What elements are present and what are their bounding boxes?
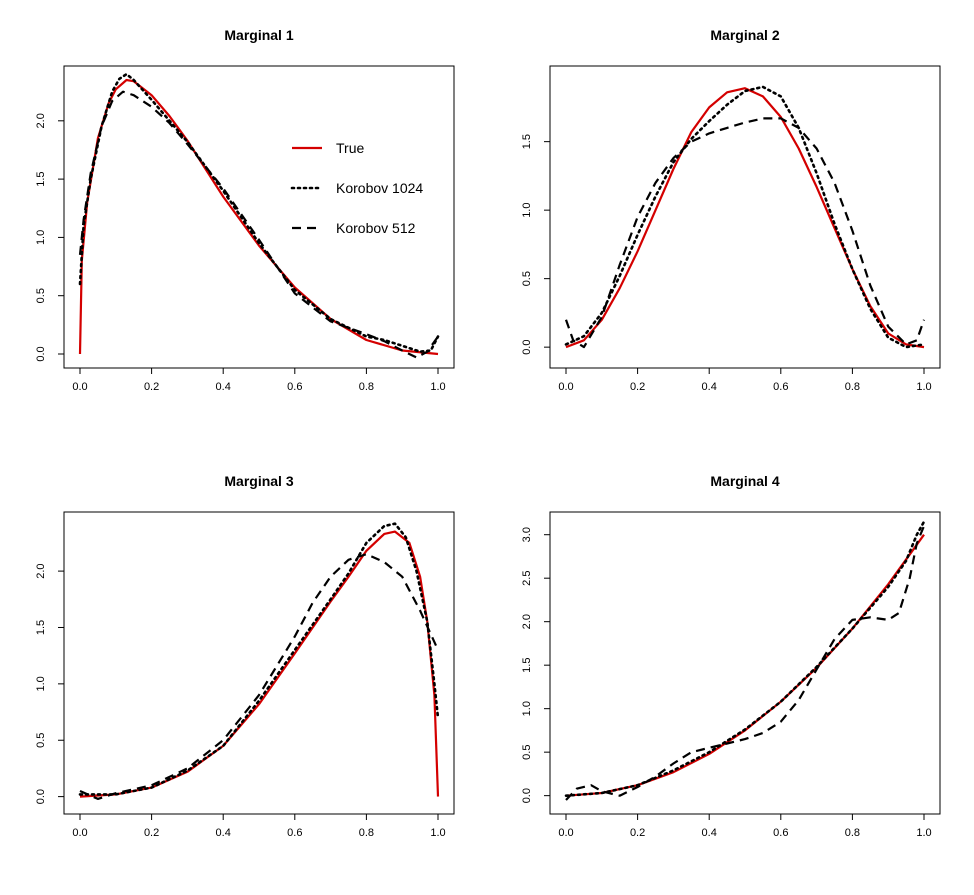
panel-1-x-axis: 0.0 0.2 0.4 0.6 0.8 1.0 — [72, 368, 446, 393]
panel-3-y-tick-label-1-5: 1.5 — [35, 620, 47, 635]
panel-3-series-korobov-512 — [79, 553, 440, 800]
panel-4-y-tick-label-1-0: 1.0 — [521, 701, 533, 716]
panel-1-x-tick-label-0-2: 0.2 — [144, 381, 159, 393]
panel-1-series-korobov-512 — [78, 90, 439, 359]
panel-1-y-tick-label-0-0: 0.0 — [35, 346, 47, 361]
panel-3-y-tick-label-0-5: 0.5 — [35, 733, 47, 748]
panel-2-x-tick-label-0-6: 0.6 — [773, 381, 788, 393]
panel-4-series-korobov-1024 — [564, 520, 926, 797]
panel-1-legend: True Korobov 1024 Korobov 512 — [290, 140, 423, 236]
panel-1-x-tick-label-0-6: 0.6 — [287, 381, 302, 393]
panel-1-series — [78, 72, 440, 359]
panel-3-title: Marginal 3 — [224, 473, 293, 489]
panel-1: Marginal 1 0.0 0.2 0.4 0.6 0.8 1.0 0.0 0.5 1.0 1.5… — [35, 27, 455, 393]
panel-2-x-tick-label-0-8: 0.8 — [845, 381, 860, 393]
panel-1-y-axis: 0.0 0.5 1.0 1.5 2.0 — [35, 113, 64, 362]
panel-1-frame — [63, 65, 455, 369]
panel-4-x-tick-label-0-2: 0.2 — [630, 827, 645, 839]
panel-3-x-tick-label-0-4: 0.4 — [216, 827, 231, 839]
panel-2-y-tick-label-0-0: 0.0 — [521, 340, 533, 355]
legend-label-true: True — [336, 140, 364, 156]
panel-4: Marginal 4 0.0 0.2 0.4 0.6 0.8 1.0 0.0 0.5 1.0 1.5… — [521, 473, 941, 839]
panel-4-series — [564, 520, 926, 801]
panel-2-x-tick-label-0-4: 0.4 — [702, 381, 717, 393]
panel-4-y-tick-label-0-5: 0.5 — [521, 745, 533, 760]
panel-2-title: Marginal 2 — [710, 27, 779, 43]
panel-4-y-tick-label-3-0: 3.0 — [521, 527, 533, 542]
panel-4-y-tick-label-2-0: 2.0 — [521, 614, 533, 629]
panel-1-y-tick-label-0-5: 0.5 — [35, 288, 47, 303]
panel-2-series-korobov-512 — [564, 117, 926, 349]
panel-4-y-axis: 0.0 0.5 1.0 1.5 2.0 2.5 3.0 — [521, 527, 550, 803]
panel-4-y-tick-label-2-5: 2.5 — [521, 571, 533, 586]
panel-4-x-tick-label-0-0: 0.0 — [558, 827, 573, 839]
panel-3-x-tick-label-0-0: 0.0 — [72, 827, 87, 839]
panel-2-y-tick-label-0-5: 0.5 — [521, 271, 533, 286]
panel-2-y-tick-label-1-0: 1.0 — [521, 203, 533, 218]
panel-4-x-tick-label-0-6: 0.6 — [773, 827, 788, 839]
panel-4-x-tick-label-1-0: 1.0 — [916, 827, 931, 839]
panel-3-x-tick-label-0-6: 0.6 — [287, 827, 302, 839]
panel-3-x-tick-label-1-0: 1.0 — [430, 827, 445, 839]
panel-4-x-axis: 0.0 0.2 0.4 0.6 0.8 1.0 — [558, 814, 932, 839]
panel-3-series — [78, 522, 440, 800]
panel-1-y-tick-label-1-0: 1.0 — [35, 230, 47, 245]
panel-3-x-tick-label-0-2: 0.2 — [144, 827, 159, 839]
panel-3-x-axis: 0.0 0.2 0.4 0.6 0.8 1.0 — [72, 814, 446, 839]
panel-3-x-tick-label-0-8: 0.8 — [359, 827, 374, 839]
panel-4-title: Marginal 4 — [710, 473, 779, 489]
panel-4-y-tick-label-0-0: 0.0 — [521, 788, 533, 803]
panel-1-y-tick-label-1-5: 1.5 — [35, 171, 47, 186]
panel-3-series-korobov-1024 — [78, 522, 440, 796]
panel-2: Marginal 2 0.0 0.2 0.4 0.6 0.8 1.0 0.0 0.5 1.0 1.5 — [521, 27, 941, 393]
panel-4-y-tick-label-1-5: 1.5 — [521, 658, 533, 673]
panel-3-frame — [63, 511, 455, 815]
panel-2-series-korobov-1024 — [564, 85, 926, 349]
panel-3: Marginal 3 0.0 0.2 0.4 0.6 0.8 1.0 0.0 0.5 1.0 1.5… — [35, 473, 455, 839]
panel-1-x-tick-label-0-8: 0.8 — [359, 381, 374, 393]
legend-label-korobov-512: Korobov 512 — [336, 220, 416, 236]
panel-1-x-tick-label-0-4: 0.4 — [216, 381, 231, 393]
panel-4-frame — [549, 511, 941, 815]
panel-2-x-tick-label-0-2: 0.2 — [630, 381, 645, 393]
panel-1-x-tick-label-0-0: 0.0 — [72, 381, 87, 393]
panel-2-frame — [549, 65, 941, 369]
panel-2-series — [564, 85, 926, 349]
panel-3-y-tick-label-0-0: 0.0 — [35, 789, 47, 804]
panel-2-x-tick-label-1-0: 1.0 — [916, 381, 931, 393]
panel-4-x-tick-label-0-4: 0.4 — [702, 827, 717, 839]
panel-3-y-axis: 0.0 0.5 1.0 1.5 2.0 — [35, 563, 64, 804]
panel-1-y-tick-label-2-0: 2.0 — [35, 113, 47, 128]
panel-2-y-axis: 0.0 0.5 1.0 1.5 — [521, 134, 550, 355]
panel-2-x-axis: 0.0 0.2 0.4 0.6 0.8 1.0 — [558, 368, 932, 393]
panel-3-y-tick-label-2-0: 2.0 — [35, 563, 47, 578]
panel-1-title: Marginal 1 — [224, 27, 293, 43]
panel-3-y-tick-label-1-0: 1.0 — [35, 676, 47, 691]
panel-4-x-tick-label-0-8: 0.8 — [845, 827, 860, 839]
legend-label-korobov-1024: Korobov 1024 — [336, 180, 423, 196]
panel-2-y-tick-label-1-5: 1.5 — [521, 134, 533, 149]
panel-2-x-tick-label-0-0: 0.0 — [558, 381, 573, 393]
panel-1-x-tick-label-1-0: 1.0 — [430, 381, 445, 393]
